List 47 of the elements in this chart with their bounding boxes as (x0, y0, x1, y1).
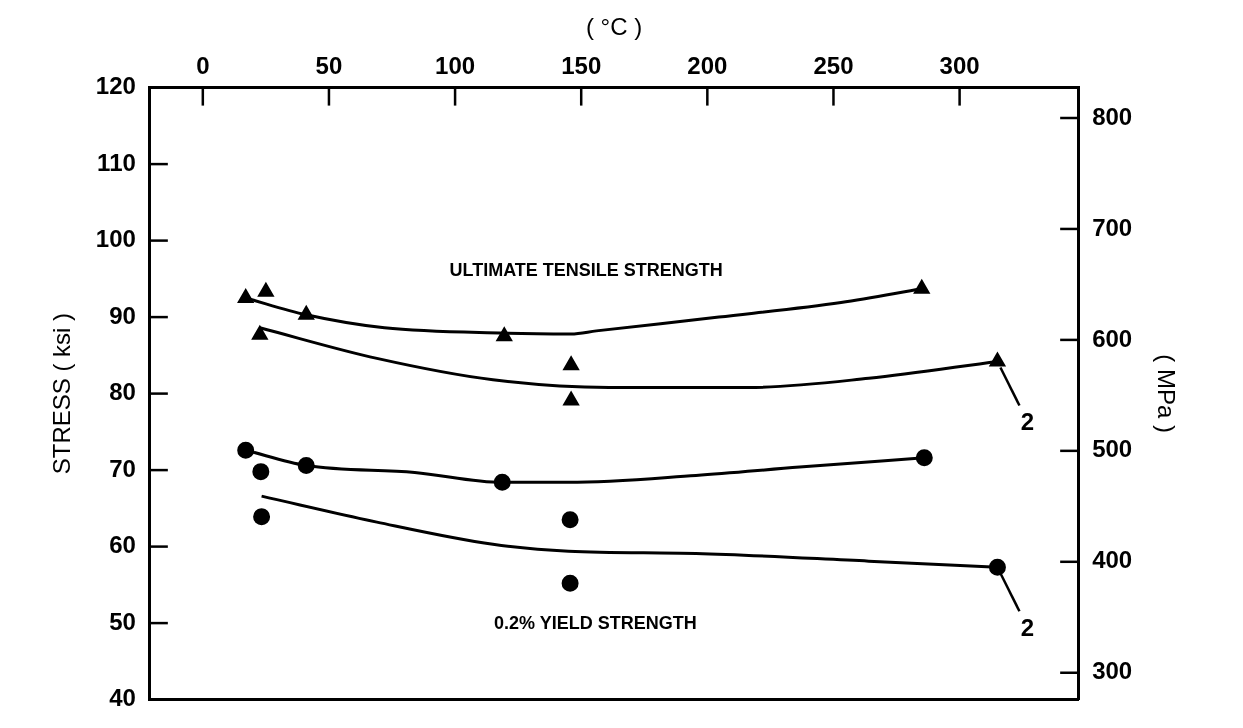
y2-tick-label: 500 (1092, 435, 1133, 463)
x-tick-label: 200 (687, 51, 728, 79)
x-tick-label: 50 (315, 51, 343, 79)
x-tick-label: 300 (939, 51, 980, 79)
point (493, 473, 511, 491)
y-axis-title: STRESS ( ksi ) (48, 312, 76, 475)
point (258, 283, 274, 297)
x-tick-label: 0 (196, 51, 210, 79)
y-tick-label: 40 (109, 684, 136, 712)
point (253, 508, 271, 526)
y-tick-label: 120 (95, 72, 136, 100)
point (561, 574, 579, 592)
point (914, 280, 930, 294)
annotation: ULTIMATE TENSILE STRENGTH (449, 260, 723, 281)
y-tick-label: 80 (109, 378, 136, 406)
point (563, 391, 579, 406)
y-tick-label: 50 (109, 607, 136, 635)
point (563, 356, 579, 371)
x-tick-label: 150 (561, 51, 602, 79)
annotation: 2 (1020, 408, 1035, 436)
point (297, 457, 315, 475)
point (238, 289, 254, 303)
x-tick-label: 100 (435, 51, 476, 79)
y-tick-label: 70 (109, 454, 136, 482)
annotation: 0.2% YIELD STRENGTH (494, 612, 697, 633)
y2-tick-label: 800 (1092, 102, 1133, 130)
y2-tick-label: 600 (1092, 324, 1133, 352)
point (252, 326, 268, 340)
point (561, 511, 579, 529)
y-tick-label: 90 (109, 301, 136, 329)
point (237, 441, 255, 459)
point (989, 352, 1005, 367)
point (252, 463, 270, 481)
point (298, 306, 314, 320)
x-axis-title: ( °C ) (585, 13, 643, 41)
y-tick-label: 100 (95, 225, 136, 253)
point (988, 558, 1006, 576)
annotation: 2 (1020, 613, 1035, 641)
x-tick-label: 250 (813, 51, 854, 79)
y-tick-label: 110 (97, 148, 136, 176)
y2-tick-label: 300 (1092, 657, 1133, 685)
y2-tick-label: 400 (1092, 546, 1133, 574)
point (915, 449, 933, 467)
y2-tick-label: 700 (1092, 213, 1133, 241)
point (496, 327, 512, 342)
y2-axis-title: ( MPa ) (1152, 354, 1180, 433)
y-tick-label: 60 (109, 531, 136, 559)
